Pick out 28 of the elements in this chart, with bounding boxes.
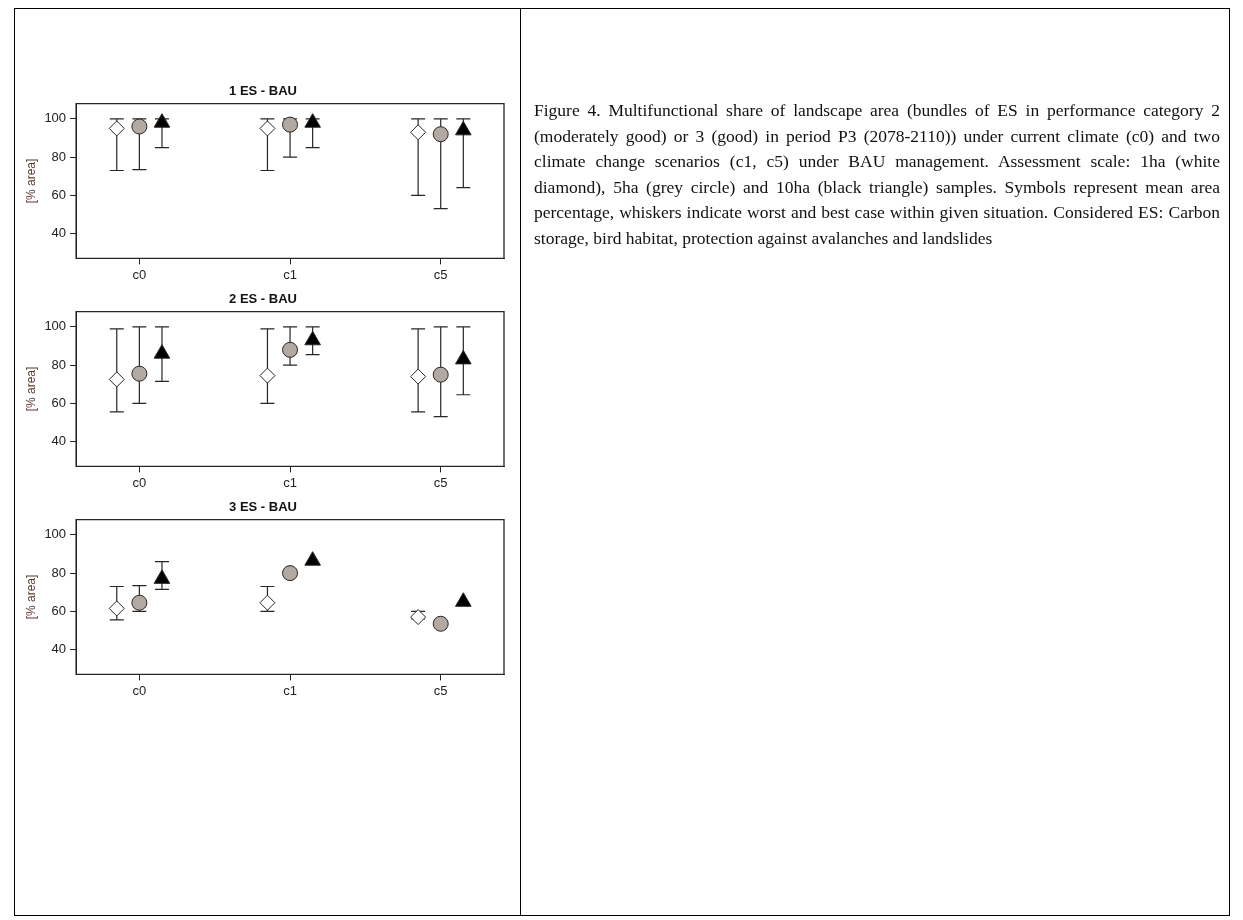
y-tick-label: 80: [51, 356, 67, 372]
x-tick-label: c5: [433, 474, 448, 490]
chart-title: 3 ES - BAU: [229, 499, 297, 515]
y-tick-label: 40: [51, 225, 67, 241]
x-tick-label: c5: [433, 266, 448, 282]
y-tick-label: 40: [51, 641, 67, 657]
x-tick-label: c0: [132, 266, 147, 282]
y-axis-title: [% area]: [23, 366, 38, 412]
y-tick-label: 80: [51, 148, 67, 164]
x-tick-label: c0: [132, 682, 147, 698]
x-tick-label: c5: [433, 682, 448, 698]
y-tick-label: 60: [51, 394, 67, 410]
y-tick-label: 100: [44, 318, 67, 334]
y-axis-title: [% area]: [23, 158, 38, 204]
y-tick-label: 60: [51, 602, 67, 618]
y-axis-title: [% area]: [23, 574, 38, 620]
y-tick-label: 60: [51, 186, 67, 202]
y-tick-label: 80: [51, 564, 67, 580]
x-tick-label: c1: [283, 266, 297, 282]
y-tick-label: 40: [51, 433, 67, 449]
y-tick-label: 100: [44, 526, 67, 542]
x-tick-label: c0: [132, 474, 147, 490]
x-tick-label: c1: [283, 682, 297, 698]
y-tick-label: 100: [44, 110, 67, 126]
chart-title: 2 ES - BAU: [229, 291, 297, 307]
caption: Figure 4. Multifunctional share of landscape area (bundles of ES in performance category 2 (moderately good) or 3 (good) in period P3 (2078-2110)) under current climate (c0) and two climate change scenarios (c1, c5) under BAU management. Assessment scale: 1ha (white diamond), 5ha (grey circle) and 10ha (black triangle) samples. Symbols represent mean area percentage, whiskers indicate worst and best case within given situation. Considered ES: Carbon storage, bird habitat, protection against avalanches and landslides: [534, 99, 1220, 250]
chart-title: 1 ES - BAU: [229, 83, 297, 99]
x-tick-label: c1: [283, 474, 297, 490]
